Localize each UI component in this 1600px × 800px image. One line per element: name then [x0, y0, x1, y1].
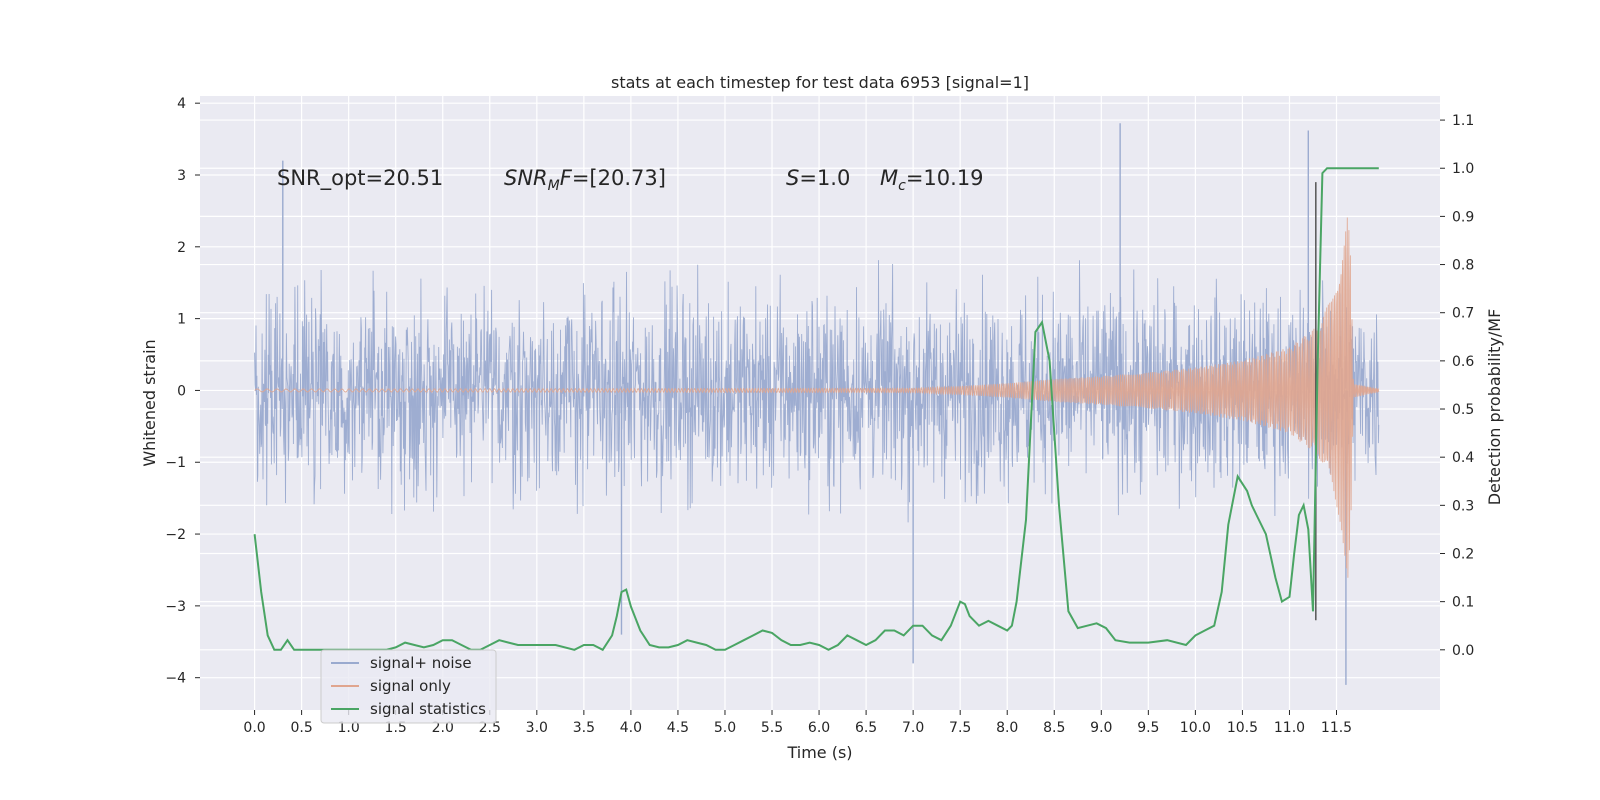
- x-tick-label: 8.5: [1043, 720, 1065, 736]
- x-tick-label: 1.0: [338, 720, 360, 736]
- x-tick-label: 2.5: [479, 720, 501, 736]
- legend-box: [320, 649, 497, 724]
- y-right-tick-label: 0.6: [1452, 354, 1474, 370]
- x-axis-label: Time (s): [786, 743, 852, 762]
- y-left-axis-label: Whitened strain: [140, 339, 159, 466]
- annotation-snr-opt: SNR_opt=20.51: [277, 166, 443, 191]
- y-left-tick-label: 0: [177, 383, 186, 399]
- y-right-tick-label: 0.4: [1452, 450, 1474, 466]
- y-right-tick-label: 0.5: [1452, 402, 1474, 418]
- y-left-tick-label: 2: [177, 240, 186, 256]
- y-right-tick-label: 0.3: [1452, 498, 1474, 514]
- x-tick-label: 0.0: [243, 720, 265, 736]
- x-tick-label: 4.5: [667, 720, 689, 736]
- x-tick-label: 6.0: [808, 720, 830, 736]
- x-tick-label: 3.0: [526, 720, 548, 736]
- x-tick-label: 5.5: [761, 720, 783, 736]
- y-left-tick-label: −4: [165, 671, 186, 687]
- legend-label-signal-noise: signal+ noise: [370, 654, 472, 672]
- x-tick-label: 1.5: [385, 720, 407, 736]
- signal-statistics-line: [253, 167, 1379, 652]
- x-tick-label: 10.0: [1180, 720, 1211, 736]
- y-left-tick-label: −2: [165, 527, 186, 543]
- signal-only-trace: [254, 217, 1380, 578]
- y-right-tick-label: 1.1: [1452, 113, 1474, 129]
- x-tick-label: 6.5: [855, 720, 877, 736]
- x-tick-label: 7.5: [949, 720, 971, 736]
- signal-noise-trace: [254, 260, 1380, 523]
- y-left-tick-label: −3: [165, 599, 186, 615]
- y-right-tick-label: 0.0: [1452, 643, 1474, 659]
- x-tick-label: 7.0: [902, 720, 924, 736]
- annotation-s: S=1.0: [786, 166, 850, 190]
- x-tick-label: 10.5: [1227, 720, 1258, 736]
- y-right-tick-label: 0.7: [1452, 306, 1474, 322]
- y-right-tick-label: 0.1: [1452, 595, 1474, 611]
- x-tick-label: 4.0: [620, 720, 642, 736]
- legend-label-signal-statistics: signal statistics: [370, 700, 486, 718]
- y-right-tick-label: 0.2: [1452, 546, 1474, 562]
- x-axis-ticks: 0.0 0.5 1.0 1.5 2.0 2.5 3.0 3.5 4.0 4.5 5.0 5.5 6.0 6…: [243, 710, 1352, 736]
- y-left-tick-label: −1: [165, 455, 186, 471]
- x-tick-label: 11.5: [1321, 720, 1352, 736]
- annotation-mc: Mc=10.19: [880, 166, 984, 194]
- x-tick-label: 9.5: [1137, 720, 1159, 736]
- series-signal-statistics: [253, 167, 1379, 652]
- series-signal-only: [254, 217, 1380, 578]
- chart-title: stats at each timestep for test data 695…: [611, 73, 1029, 92]
- x-tick-label: 9.0: [1090, 720, 1112, 736]
- y-right-tick-label: 0.8: [1452, 258, 1474, 274]
- y-right-axis-label: Detection probability/MF: [1485, 309, 1504, 506]
- y-left-tick-label: 4: [177, 96, 186, 112]
- x-tick-label: 11.0: [1274, 720, 1305, 736]
- annotations: SNR_opt=20.51 SNRMF=[20.73] S=1.0 Mc=10.19: [277, 166, 984, 194]
- y-right-axis-ticks: 0.0 0.1 0.2 0.3 0.4 0.5 0.6 0.7 0.8 0.9 1.0 1.1: [1440, 113, 1474, 659]
- annotation-snr-mf: SNRMF=[20.73]: [504, 166, 666, 194]
- y-left-axis-ticks: −4 −3 −2 −1 0 1 2 3 4: [165, 96, 200, 687]
- x-tick-label: 0.5: [290, 720, 312, 736]
- y-right-tick-label: 0.9: [1452, 209, 1474, 225]
- x-tick-label: 5.0: [714, 720, 736, 736]
- legend: signal+ noise signal only signal statist…: [320, 649, 497, 724]
- x-tick-label: 2.0: [432, 720, 454, 736]
- y-left-tick-label: 3: [177, 168, 186, 184]
- legend-label-signal-only: signal only: [370, 677, 451, 695]
- y-right-tick-label: 1.0: [1452, 161, 1474, 177]
- y-left-tick-label: 1: [177, 312, 186, 328]
- x-tick-label: 8.0: [996, 720, 1018, 736]
- x-tick-label: 3.5: [573, 720, 595, 736]
